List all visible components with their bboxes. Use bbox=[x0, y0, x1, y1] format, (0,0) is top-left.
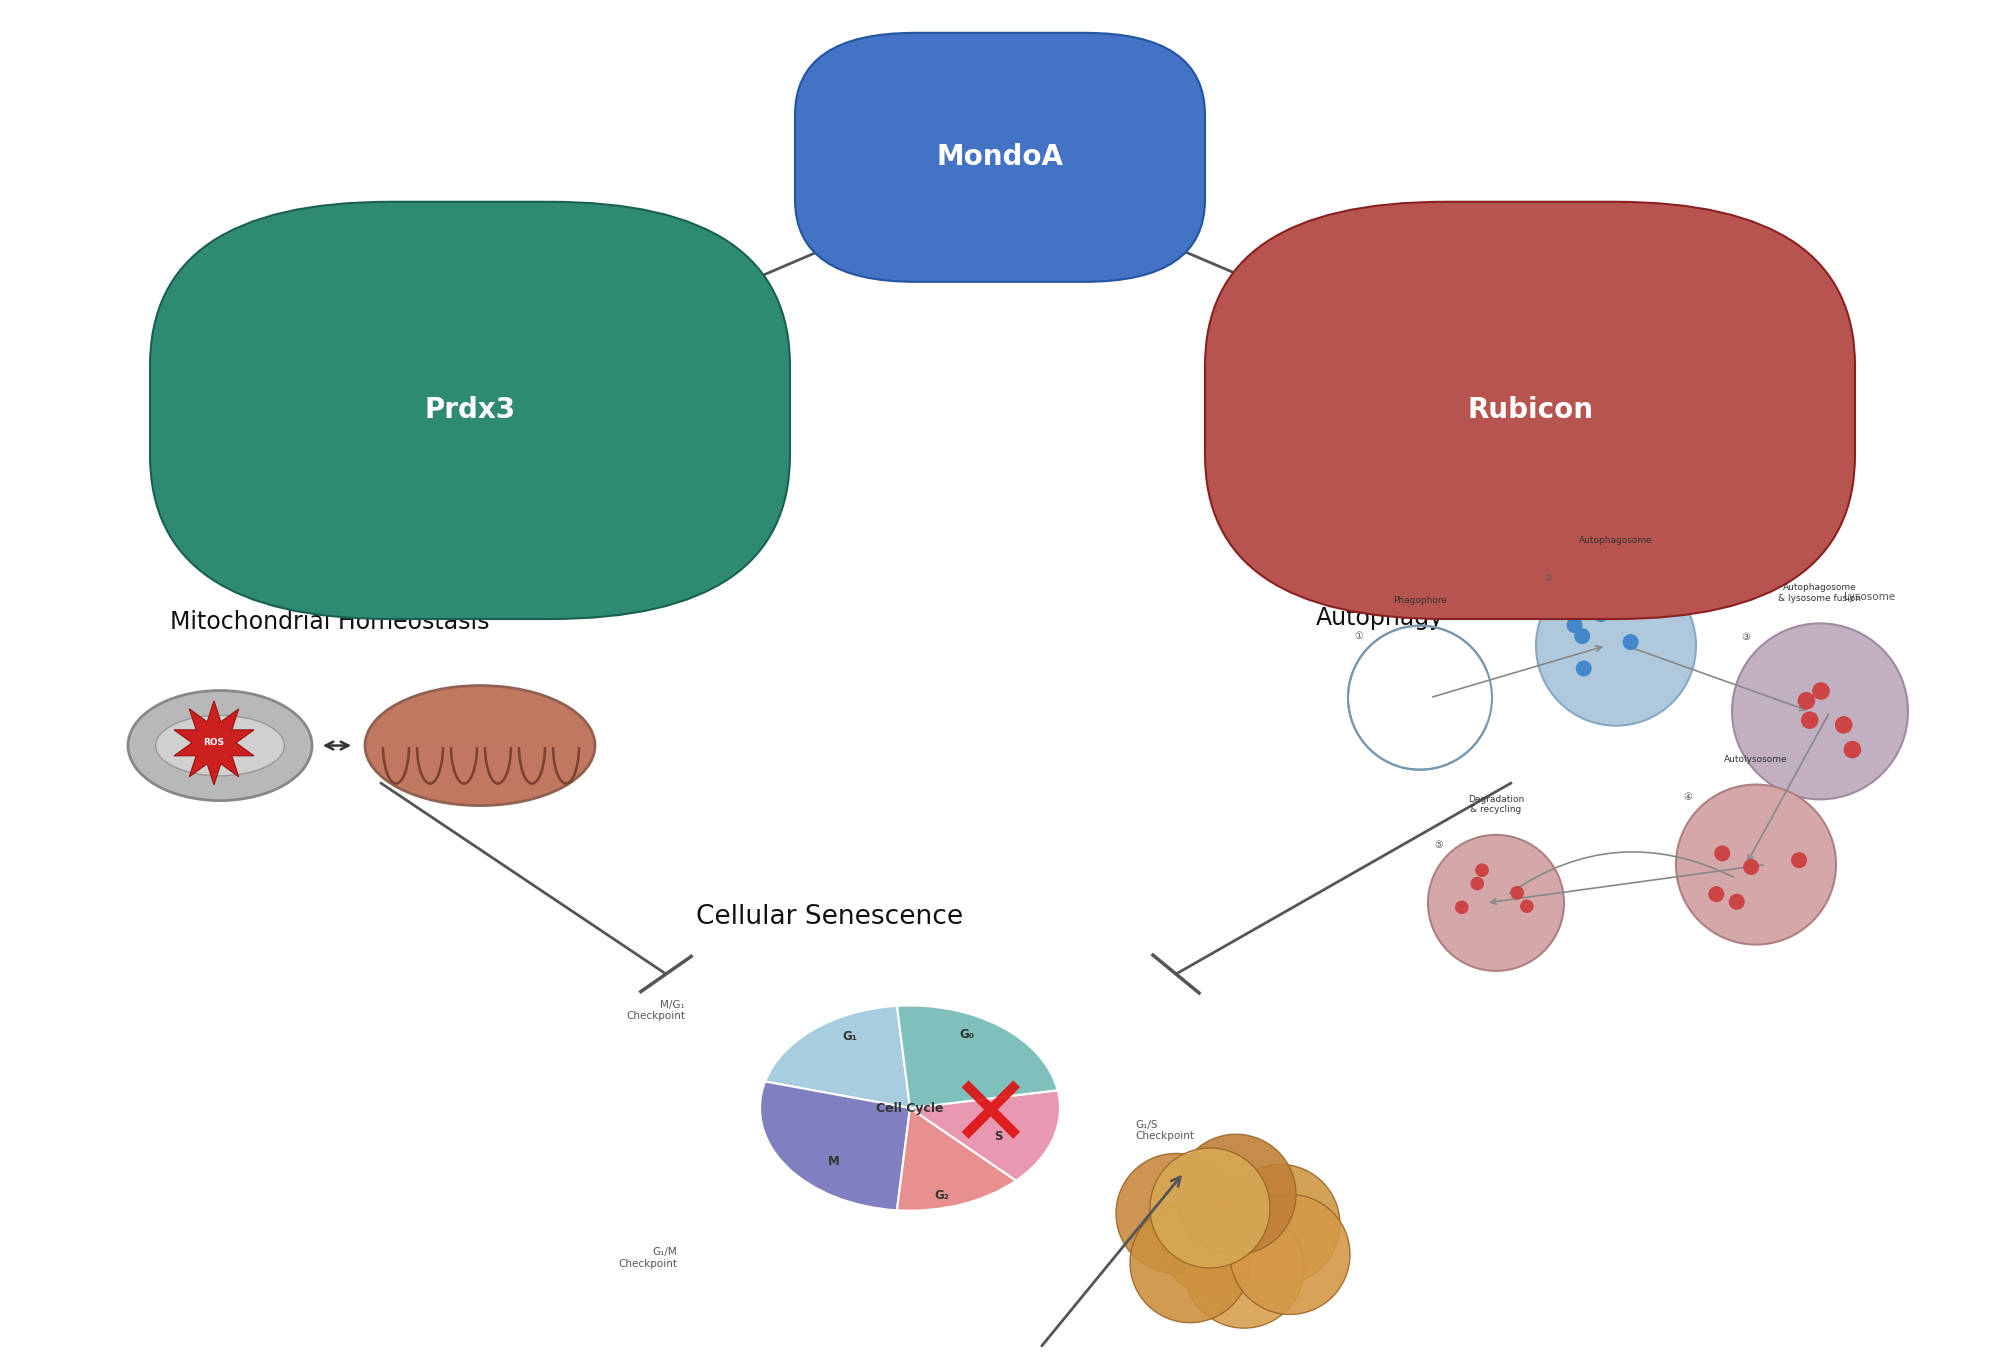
Text: S: S bbox=[994, 1130, 1002, 1142]
Ellipse shape bbox=[1622, 635, 1638, 650]
Text: ②: ② bbox=[1544, 573, 1552, 583]
Ellipse shape bbox=[1566, 617, 1582, 633]
Wedge shape bbox=[896, 1005, 1058, 1108]
Text: G₀: G₀ bbox=[960, 1027, 974, 1041]
Text: Cellular Senescence: Cellular Senescence bbox=[696, 903, 964, 930]
Text: G₂: G₂ bbox=[934, 1189, 950, 1202]
Ellipse shape bbox=[1574, 628, 1590, 644]
Ellipse shape bbox=[1576, 661, 1592, 677]
Ellipse shape bbox=[1230, 1194, 1350, 1315]
Ellipse shape bbox=[1160, 1178, 1280, 1298]
Text: Prdx3: Prdx3 bbox=[424, 397, 516, 424]
Text: MondoA: MondoA bbox=[936, 144, 1064, 171]
Ellipse shape bbox=[1676, 785, 1836, 944]
Wedge shape bbox=[766, 1005, 910, 1108]
Text: Degradation
& recycling: Degradation & recycling bbox=[1468, 795, 1524, 814]
Ellipse shape bbox=[1470, 877, 1484, 891]
Text: G₁: G₁ bbox=[842, 1030, 858, 1044]
FancyBboxPatch shape bbox=[796, 33, 1204, 282]
Ellipse shape bbox=[1520, 899, 1534, 912]
Ellipse shape bbox=[1428, 834, 1564, 971]
Text: ✕: ✕ bbox=[948, 1071, 1032, 1167]
Text: Autophagy: Autophagy bbox=[1316, 606, 1444, 631]
Text: G₁/M
Checkpoint: G₁/M Checkpoint bbox=[618, 1248, 678, 1270]
Ellipse shape bbox=[1844, 741, 1862, 758]
Text: ROS: ROS bbox=[204, 739, 224, 747]
Text: ⑤: ⑤ bbox=[1434, 840, 1442, 850]
FancyBboxPatch shape bbox=[1204, 202, 1856, 618]
Text: ③: ③ bbox=[1740, 632, 1750, 642]
Ellipse shape bbox=[1176, 1134, 1296, 1254]
Ellipse shape bbox=[1476, 863, 1488, 877]
Wedge shape bbox=[760, 1082, 910, 1211]
Ellipse shape bbox=[1130, 1202, 1250, 1323]
Wedge shape bbox=[910, 1090, 1060, 1181]
Ellipse shape bbox=[1792, 852, 1808, 869]
Ellipse shape bbox=[1592, 606, 1608, 622]
Text: ④: ④ bbox=[1684, 792, 1692, 802]
Ellipse shape bbox=[1708, 886, 1724, 903]
Ellipse shape bbox=[1116, 1153, 1236, 1274]
Text: Autophagosome
& lysosome fusion: Autophagosome & lysosome fusion bbox=[1778, 583, 1862, 603]
FancyBboxPatch shape bbox=[150, 202, 790, 618]
Ellipse shape bbox=[1744, 859, 1760, 876]
Wedge shape bbox=[896, 1108, 1016, 1211]
Text: Mitochondrial Homeostasis: Mitochondrial Homeostasis bbox=[170, 610, 490, 635]
Text: Rubicon: Rubicon bbox=[1468, 397, 1592, 424]
Ellipse shape bbox=[1728, 893, 1744, 910]
Text: ①: ① bbox=[1354, 632, 1364, 642]
Text: Cell Cycle: Cell Cycle bbox=[876, 1101, 944, 1115]
Text: G₁/S
Checkpoint: G₁/S Checkpoint bbox=[1136, 1120, 1194, 1141]
Ellipse shape bbox=[156, 715, 284, 776]
Text: Autophagosome: Autophagosome bbox=[1580, 536, 1652, 546]
Polygon shape bbox=[174, 700, 254, 785]
Ellipse shape bbox=[1798, 692, 1816, 710]
Ellipse shape bbox=[1510, 886, 1524, 900]
Ellipse shape bbox=[128, 691, 312, 800]
Text: M/G₁
Checkpoint: M/G₁ Checkpoint bbox=[626, 1000, 684, 1022]
Ellipse shape bbox=[1812, 683, 1830, 700]
Ellipse shape bbox=[1456, 900, 1468, 914]
Ellipse shape bbox=[1834, 715, 1852, 733]
Ellipse shape bbox=[1732, 624, 1908, 799]
Text: Autolysosome: Autolysosome bbox=[1724, 755, 1788, 765]
Ellipse shape bbox=[1800, 711, 1818, 729]
Text: Lysosome: Lysosome bbox=[1844, 592, 1896, 602]
Ellipse shape bbox=[364, 685, 596, 806]
Ellipse shape bbox=[1714, 845, 1730, 862]
Text: Phagophore: Phagophore bbox=[1392, 596, 1448, 605]
Ellipse shape bbox=[1150, 1148, 1270, 1268]
Text: M: M bbox=[828, 1155, 840, 1168]
Ellipse shape bbox=[1536, 566, 1696, 725]
Ellipse shape bbox=[1220, 1164, 1340, 1285]
Ellipse shape bbox=[1184, 1208, 1304, 1328]
